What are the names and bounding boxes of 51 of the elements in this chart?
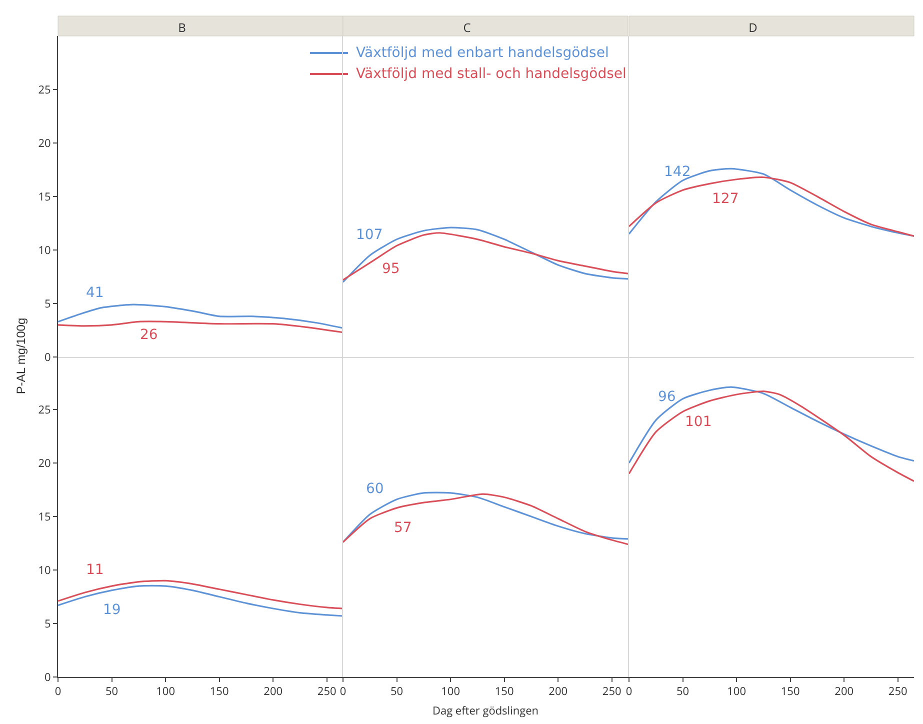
y-axis-title: P-AL mg/100g (14, 318, 28, 394)
x-tick-label: 150 (780, 684, 800, 700)
y-tick-label: 25 (38, 82, 51, 98)
annotation: 19 (103, 602, 121, 618)
x-tick-label: 100 (727, 684, 746, 700)
line-series (58, 584, 343, 617)
y-tick-label: 15 (38, 189, 51, 204)
x-tick-label: 0 (54, 684, 62, 700)
x-tick-label: 50 (390, 684, 404, 700)
x-tick-label: 0 (340, 684, 346, 700)
x-tick-label: 150 (210, 684, 229, 700)
y-tick-label: 20 (38, 456, 51, 471)
annotation: 11 (86, 562, 104, 578)
x-tick-label: 100 (441, 684, 460, 700)
y-tick-label: 10 (38, 242, 51, 258)
x-tick-label: 250 (602, 684, 622, 700)
y-tick-label: 15 (38, 509, 51, 524)
y-tick-label: 0 (44, 670, 51, 685)
annotation: 127 (712, 191, 739, 207)
chart-title: C (463, 19, 472, 36)
annotation: 41 (86, 285, 104, 301)
x-tick-label: 100 (156, 684, 175, 700)
annotation: 57 (394, 520, 412, 536)
x-axis-title: Dag efter gödslingen (432, 703, 539, 718)
x-tick-label: 150 (494, 684, 514, 700)
x-tick-label: 250 (888, 684, 908, 700)
x-tick-label: 50 (105, 684, 118, 700)
annotation: 107 (356, 227, 383, 243)
x-tick-label: 0 (626, 684, 632, 700)
y-tick-label: 5 (44, 616, 51, 632)
x-tick-label: 200 (548, 684, 568, 700)
annotation: 26 (140, 327, 158, 343)
y-tick-label: 5 (44, 296, 51, 312)
x-tick-label: 200 (834, 684, 854, 700)
annotation: 95 (382, 261, 400, 277)
legend-label: Växtföljd med enbart handelsgödsel (356, 44, 609, 60)
legend-label: Växtföljd med stall- och handelsgödsel (356, 66, 626, 82)
chart-title: B (178, 19, 186, 36)
annotation: 60 (366, 481, 384, 497)
y-tick-label: 0 (44, 350, 51, 365)
annotation: 96 (658, 389, 676, 405)
x-tick-label: 50 (676, 684, 690, 700)
chart-title: D (748, 19, 758, 36)
annotation: 142 (664, 164, 691, 180)
x-tick-label: 200 (264, 684, 283, 700)
y-tick-label: 10 (38, 562, 51, 578)
x-tick-label: 250 (317, 684, 336, 700)
y-tick-label: 25 (38, 402, 51, 418)
y-tick-label: 20 (38, 136, 51, 151)
annotation: 101 (685, 414, 712, 430)
line-series (58, 304, 343, 329)
